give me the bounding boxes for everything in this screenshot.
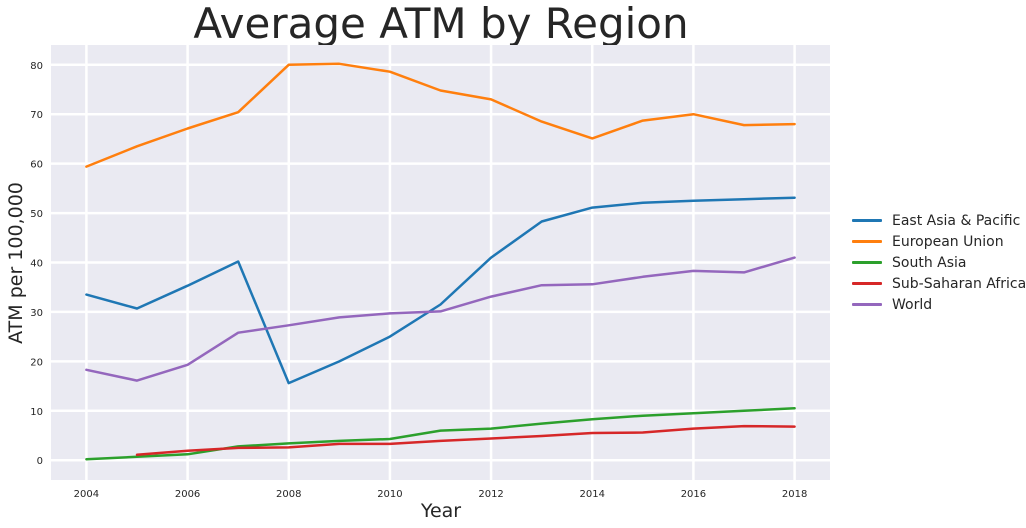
legend-swatch [852, 282, 882, 285]
x-tick-label: 2014 [580, 489, 605, 500]
x-tick-label: 2016 [681, 489, 706, 500]
legend-swatch [852, 219, 882, 222]
x-tick-label: 2008 [276, 489, 301, 500]
y-tick-label: 50 [30, 209, 43, 220]
x-axis-label: Year [420, 500, 461, 522]
chart-title: Average ATM by Region [193, 0, 688, 48]
series-line-world [85, 256, 796, 382]
legend-swatch [852, 261, 882, 264]
legend-swatch [852, 240, 882, 243]
y-tick-label: 30 [30, 308, 43, 319]
x-tick-label: 2018 [782, 489, 807, 500]
y-tick-label: 60 [30, 160, 43, 171]
y-tick-label: 20 [30, 357, 43, 368]
x-tick-label: 2006 [175, 489, 200, 500]
y-axis-label: ATM per 100,000 [5, 182, 27, 344]
series-lines [85, 62, 796, 461]
legend-item: South Asia [852, 252, 1026, 273]
series-line-south-asia [85, 407, 796, 461]
y-tick-label: 80 [30, 61, 43, 72]
legend-label: Sub-Saharan Africa [892, 275, 1026, 292]
series-line-sub-saharan-africa [135, 424, 796, 457]
y-tick-label: 70 [30, 110, 43, 121]
y-tick-label: 0 [37, 456, 43, 467]
legend-label: South Asia [892, 254, 967, 271]
x-tick-label: 2004 [74, 489, 99, 500]
x-axis-ticks: 2004 2006 2008 2010 2012 2014 2016 2018 [74, 489, 808, 500]
series-line-european-union [85, 62, 796, 168]
legend-item: World [852, 294, 1026, 315]
x-tick-label: 2010 [377, 489, 402, 500]
y-tick-label: 10 [30, 407, 43, 418]
legend-item: European Union [852, 231, 1026, 252]
x-tick-label: 2012 [478, 489, 503, 500]
legend-item: East Asia & Pacific [852, 210, 1026, 231]
legend-label: World [892, 296, 933, 313]
y-axis-ticks: 0 10 20 30 40 50 60 70 80 [30, 61, 43, 467]
y-tick-label: 40 [30, 259, 43, 270]
series-line-east-asia-pacific [85, 196, 796, 385]
legend-label: European Union [892, 233, 1004, 250]
chart-legend: East Asia & Pacific European Union South A… [852, 210, 1026, 315]
legend-label: East Asia & Pacific [892, 212, 1021, 229]
legend-item: Sub-Saharan Africa [852, 273, 1026, 294]
legend-swatch [852, 303, 882, 306]
